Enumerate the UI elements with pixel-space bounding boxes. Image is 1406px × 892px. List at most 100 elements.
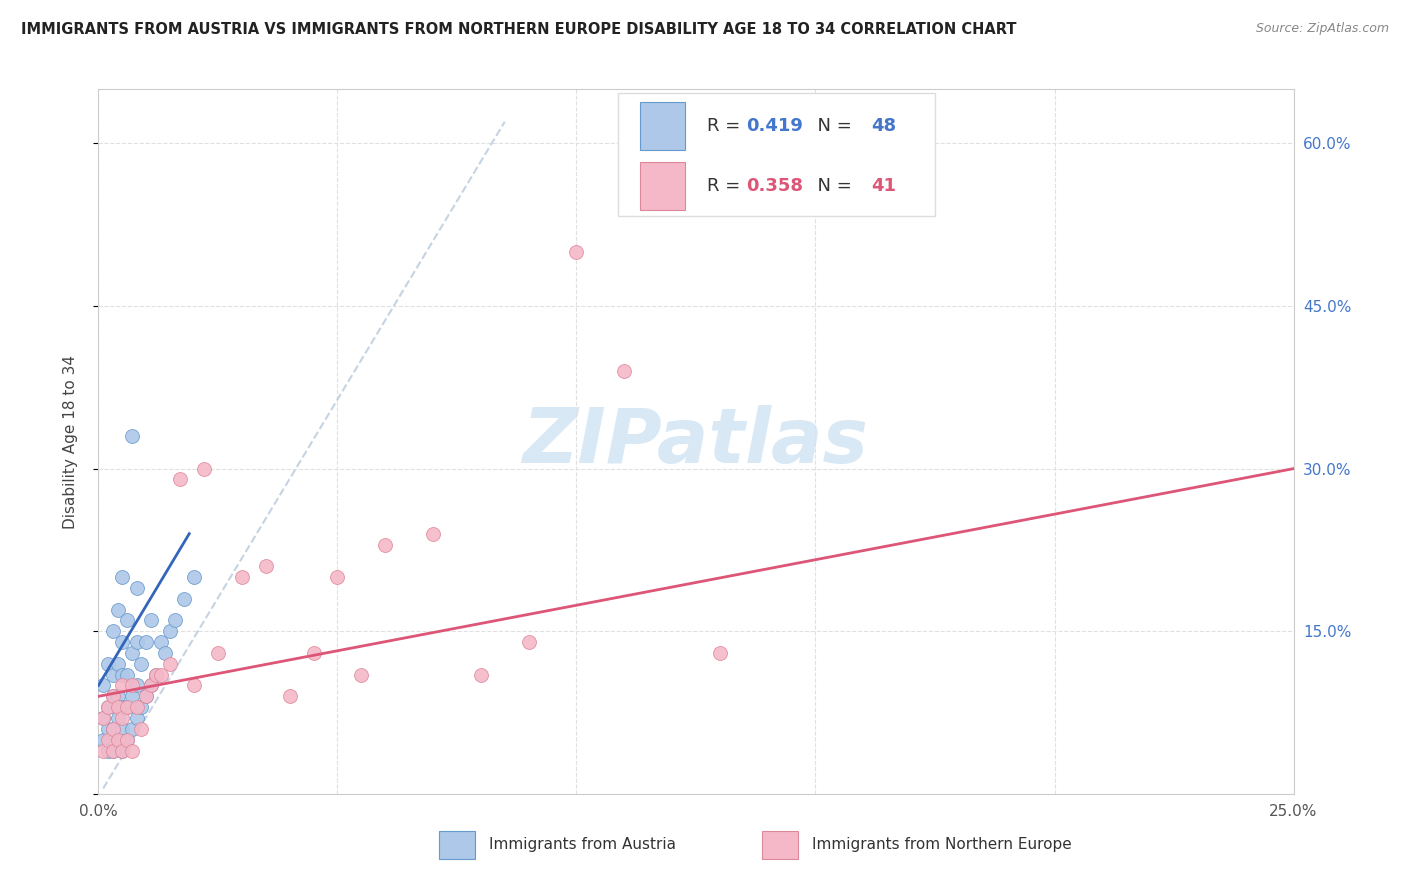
Point	[131, 722, 153, 736]
Point	[121, 722, 143, 736]
Point	[155, 646, 177, 660]
Point	[139, 678, 162, 692]
Point	[115, 700, 138, 714]
Text: 0.358: 0.358	[747, 178, 803, 195]
Point	[517, 635, 540, 649]
Point	[107, 657, 129, 671]
FancyBboxPatch shape	[762, 830, 797, 859]
Point	[101, 743, 124, 757]
Point	[111, 700, 134, 714]
Text: 48: 48	[872, 117, 897, 135]
Point	[159, 657, 181, 671]
Point	[101, 743, 124, 757]
Point	[231, 570, 253, 584]
Point	[115, 700, 138, 714]
Point	[97, 743, 120, 757]
Point	[121, 678, 143, 692]
Point	[107, 732, 129, 747]
Point	[107, 690, 129, 704]
Text: R =: R =	[707, 117, 745, 135]
Point	[101, 722, 124, 736]
FancyBboxPatch shape	[640, 162, 685, 211]
Point	[374, 537, 396, 551]
FancyBboxPatch shape	[640, 102, 685, 150]
Point	[111, 743, 134, 757]
Point	[111, 722, 134, 736]
Point	[111, 678, 134, 692]
FancyBboxPatch shape	[439, 830, 475, 859]
Point	[111, 635, 134, 649]
Point	[107, 602, 129, 616]
Point	[470, 667, 492, 681]
Point	[91, 743, 114, 757]
Point	[125, 635, 148, 649]
Point	[97, 657, 120, 671]
Point	[121, 690, 143, 704]
Point	[125, 678, 148, 692]
Point	[111, 570, 134, 584]
Point	[107, 711, 129, 725]
Point	[121, 429, 143, 443]
Point	[101, 690, 124, 704]
Point	[111, 743, 134, 757]
Point	[97, 722, 120, 736]
Text: N =: N =	[806, 178, 858, 195]
Point	[135, 690, 157, 704]
Point	[193, 461, 215, 475]
Point	[101, 690, 124, 704]
Point	[107, 700, 129, 714]
FancyBboxPatch shape	[619, 93, 935, 216]
Text: 41: 41	[872, 178, 897, 195]
Point	[145, 667, 167, 681]
Point	[302, 646, 325, 660]
Point	[804, 114, 827, 128]
Point	[101, 624, 124, 639]
Point	[350, 667, 373, 681]
Point	[163, 614, 186, 628]
Point	[207, 646, 229, 660]
Text: N =: N =	[806, 117, 858, 135]
Point	[97, 700, 120, 714]
Point	[169, 473, 191, 487]
Text: Immigrants from Northern Europe: Immigrants from Northern Europe	[811, 837, 1071, 852]
Text: Immigrants from Austria: Immigrants from Austria	[489, 837, 676, 852]
Point	[125, 581, 148, 595]
Point	[125, 711, 148, 725]
Point	[135, 690, 157, 704]
Point	[145, 667, 167, 681]
Point	[91, 711, 114, 725]
Point	[121, 646, 143, 660]
Point	[91, 711, 114, 725]
Point	[111, 711, 134, 725]
Point	[565, 244, 588, 259]
Text: ZIPatlas: ZIPatlas	[523, 405, 869, 478]
Point	[101, 667, 124, 681]
Point	[254, 559, 277, 574]
Point	[173, 591, 195, 606]
Text: 0.419: 0.419	[747, 117, 803, 135]
Y-axis label: Disability Age 18 to 34: Disability Age 18 to 34	[63, 354, 77, 529]
Point	[159, 624, 181, 639]
Point	[97, 700, 120, 714]
Point	[149, 635, 172, 649]
Point	[183, 570, 205, 584]
Point	[131, 657, 153, 671]
Point	[278, 690, 301, 704]
Point	[115, 667, 138, 681]
Point	[139, 614, 162, 628]
Point	[115, 732, 138, 747]
Point	[139, 678, 162, 692]
Text: R =: R =	[707, 178, 745, 195]
Point	[183, 678, 205, 692]
Point	[135, 635, 157, 649]
Point	[107, 732, 129, 747]
Point	[709, 646, 731, 660]
Point	[91, 732, 114, 747]
Point	[149, 667, 172, 681]
Point	[131, 700, 153, 714]
Point	[115, 614, 138, 628]
Point	[326, 570, 349, 584]
Point	[115, 732, 138, 747]
Point	[101, 722, 124, 736]
Point	[422, 526, 444, 541]
